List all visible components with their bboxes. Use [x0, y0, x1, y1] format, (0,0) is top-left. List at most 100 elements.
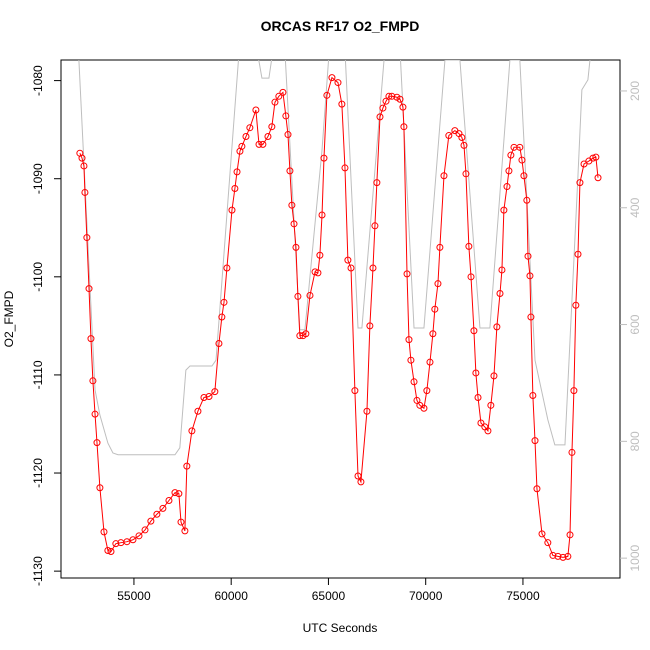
data-point [544, 539, 552, 547]
data-point [338, 100, 346, 108]
data-point [220, 298, 228, 306]
data-point [531, 437, 539, 445]
data-point [233, 168, 241, 176]
data-point [520, 172, 528, 180]
data-point [351, 387, 359, 395]
data-point [200, 393, 208, 401]
data-point [549, 551, 557, 559]
data-point [89, 377, 97, 385]
data-point [423, 387, 431, 395]
data-point [484, 427, 492, 435]
data-point [320, 154, 328, 162]
data-point [440, 172, 448, 180]
data-point [564, 552, 572, 560]
data-point [500, 206, 508, 214]
data-point [568, 448, 576, 456]
data-point [323, 91, 331, 99]
data-point [420, 404, 428, 412]
data-point [376, 113, 384, 121]
data-point [286, 167, 294, 175]
x-tick-label: 70000 [409, 589, 443, 603]
data-point [218, 313, 226, 321]
data-point [104, 547, 112, 555]
data-point [410, 378, 418, 386]
data-point [80, 162, 88, 170]
data-point [223, 264, 231, 272]
data-point [96, 484, 104, 492]
data-point [181, 527, 189, 535]
data-point [175, 490, 183, 498]
data-point [165, 496, 173, 504]
data-point [228, 206, 236, 214]
data-point [328, 74, 336, 82]
data-point [574, 250, 582, 258]
data-point [252, 106, 260, 114]
data-point [363, 407, 371, 415]
data-point [238, 142, 246, 150]
data-point [302, 330, 310, 338]
data-point [215, 340, 223, 348]
data-point [526, 272, 534, 280]
x-tick-label: 55000 [117, 589, 151, 603]
data-point [566, 531, 574, 539]
y2-tick-label: 800 [628, 431, 642, 451]
y-tick-label: -1090 [31, 163, 45, 194]
data-point [445, 132, 453, 140]
y2-tick-label: 1000 [628, 544, 642, 571]
data-point [503, 183, 511, 191]
data-point [462, 170, 470, 178]
data-point [487, 401, 495, 409]
data-point [477, 419, 485, 427]
data-point [518, 156, 526, 164]
data-point [460, 141, 468, 149]
data-point [334, 79, 342, 87]
x-axis-label: UTC Seconds [303, 621, 378, 635]
data-point [403, 270, 411, 278]
data-point [344, 256, 352, 264]
data-point [388, 92, 396, 100]
y2-tick-label: 400 [628, 197, 642, 217]
data-point [458, 134, 466, 142]
data-point [496, 289, 504, 297]
data-point [436, 243, 444, 251]
data-point [396, 95, 404, 103]
data-point [524, 252, 532, 260]
data-point [159, 504, 167, 512]
data-point [271, 98, 279, 106]
data-point [85, 285, 93, 293]
data-point [493, 323, 501, 331]
data-point [288, 201, 296, 209]
data-point [576, 179, 584, 187]
data-point [314, 269, 322, 277]
data-point [183, 462, 191, 470]
data-point [306, 291, 314, 299]
data-point [123, 538, 131, 546]
data-point [498, 266, 506, 274]
data-point [341, 164, 349, 172]
data-point [559, 553, 567, 561]
data-point [407, 356, 415, 364]
data-point [431, 305, 439, 313]
data-point [385, 92, 393, 100]
data-point [255, 140, 263, 148]
y-tick-label: -1110 [31, 360, 45, 389]
data-point [290, 220, 298, 228]
y2-tick-label: 200 [628, 81, 642, 101]
data-point [400, 123, 408, 131]
data-point [296, 332, 304, 340]
data-point [246, 124, 254, 132]
data-point [467, 273, 475, 281]
data-point [141, 526, 149, 534]
data-point [429, 330, 437, 338]
data-point [570, 387, 578, 395]
data-point [357, 478, 365, 486]
data-point [294, 292, 302, 300]
y-axis-label: O2_FMPD [2, 290, 16, 347]
series-line [79, 76, 599, 558]
data-point [594, 174, 602, 182]
x-tick-label: 65000 [312, 589, 346, 603]
data-point [373, 179, 381, 187]
data-point [112, 540, 120, 548]
data-point [354, 472, 362, 480]
